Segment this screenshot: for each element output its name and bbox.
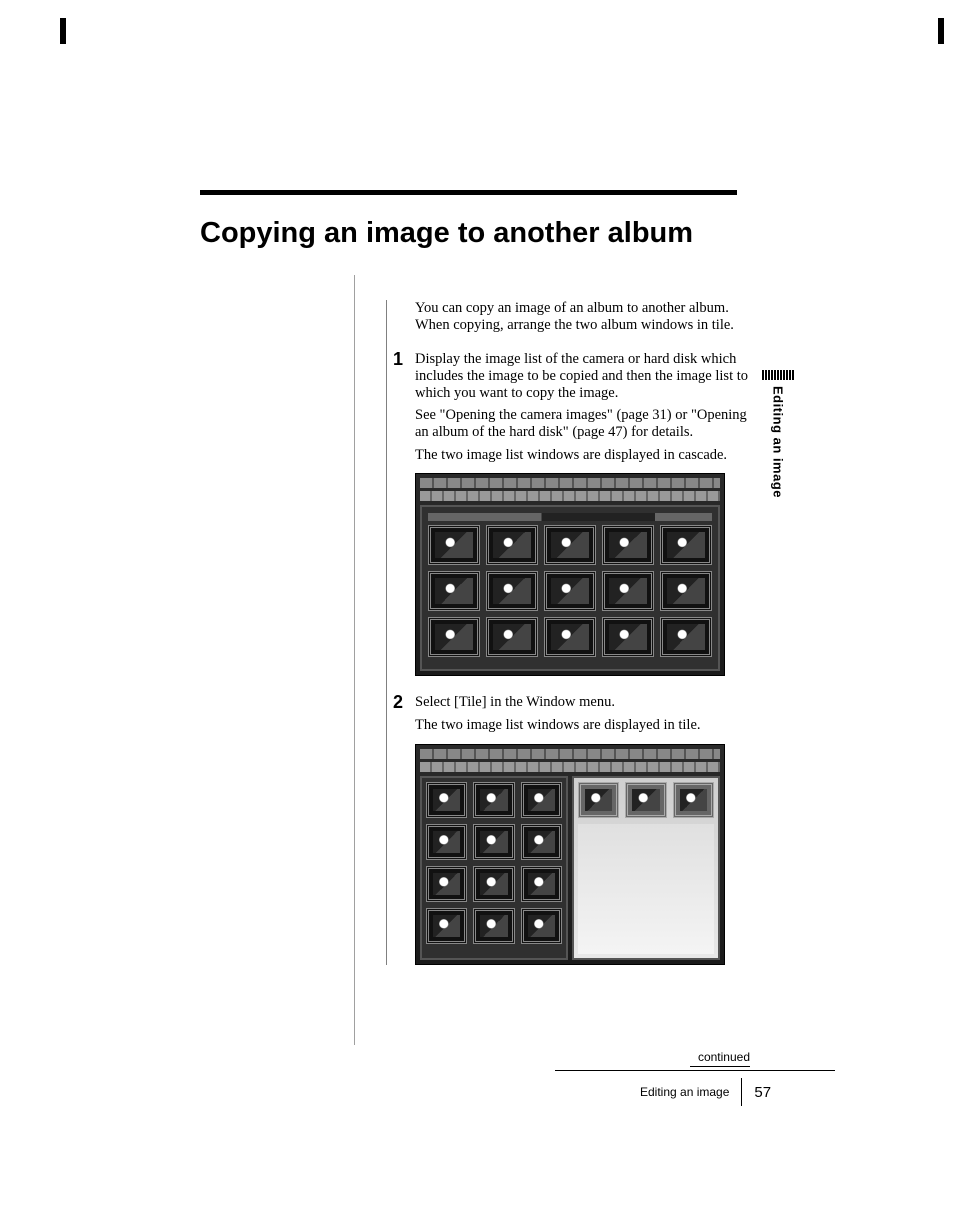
step-2: 2 Select [Tile] in the Window menu. The … bbox=[415, 694, 755, 964]
thumb-row bbox=[578, 782, 714, 818]
cascade-window bbox=[420, 505, 720, 671]
app-menubar bbox=[420, 749, 720, 759]
app-toolbar bbox=[420, 491, 720, 501]
thumb-row bbox=[426, 782, 562, 818]
image-thumbnail bbox=[426, 908, 467, 944]
empty-area bbox=[578, 824, 714, 954]
tile-left-pane bbox=[420, 776, 568, 960]
image-thumbnail bbox=[544, 525, 596, 565]
image-thumbnail bbox=[473, 824, 514, 860]
image-thumbnail bbox=[521, 782, 562, 818]
image-thumbnail bbox=[473, 866, 514, 902]
thumb-row bbox=[426, 824, 562, 860]
image-thumbnail bbox=[521, 824, 562, 860]
title-rule bbox=[200, 190, 737, 195]
page-body: Copying an image to another album You ca… bbox=[200, 190, 840, 983]
body-column: You can copy an image of an album to ano… bbox=[386, 300, 755, 965]
window-titlebar bbox=[428, 513, 712, 521]
image-thumbnail bbox=[673, 782, 714, 818]
step-number: 1 bbox=[393, 349, 403, 370]
page-title: Copying an image to another album bbox=[200, 217, 840, 250]
image-thumbnail bbox=[521, 866, 562, 902]
continued-label: continued bbox=[690, 1050, 750, 1067]
app-menubar bbox=[420, 478, 720, 488]
tile-container bbox=[420, 776, 720, 960]
image-thumbnail bbox=[486, 571, 538, 611]
step-result: The two image list windows are displayed… bbox=[415, 717, 755, 734]
scan-mark-right bbox=[938, 18, 944, 44]
page-number: 57 bbox=[754, 1084, 771, 1101]
image-thumbnail bbox=[426, 824, 467, 860]
step-1: 1 Display the image list of the camera o… bbox=[415, 351, 755, 676]
footer-separator bbox=[741, 1078, 742, 1106]
app-toolbar bbox=[420, 762, 720, 772]
image-thumbnail bbox=[521, 908, 562, 944]
step-result: The two image list windows are displayed… bbox=[415, 447, 755, 464]
footer-section: Editing an image bbox=[640, 1085, 729, 1099]
image-thumbnail bbox=[473, 908, 514, 944]
image-thumbnail bbox=[486, 617, 538, 657]
image-thumbnail bbox=[426, 782, 467, 818]
image-thumbnail bbox=[625, 782, 666, 818]
image-thumbnail bbox=[428, 617, 480, 657]
page-footer: Editing an image 57 bbox=[640, 1078, 771, 1106]
thumb-row bbox=[428, 571, 712, 611]
step-number: 2 bbox=[393, 692, 403, 713]
image-thumbnail bbox=[428, 571, 480, 611]
tile-right-pane bbox=[572, 776, 720, 960]
scan-mark-left bbox=[60, 18, 66, 44]
image-thumbnail bbox=[544, 617, 596, 657]
step-note: See "Opening the camera images" (page 31… bbox=[415, 407, 755, 440]
image-thumbnail bbox=[426, 866, 467, 902]
image-thumbnail bbox=[578, 782, 619, 818]
side-tab-label: Editing an image bbox=[771, 386, 786, 498]
image-thumbnail bbox=[660, 571, 712, 611]
footer-rule bbox=[555, 1070, 835, 1071]
image-thumbnail bbox=[428, 525, 480, 565]
column-divider bbox=[354, 275, 355, 1045]
screenshot-cascade bbox=[415, 473, 725, 676]
intro-text: You can copy an image of an album to ano… bbox=[415, 300, 755, 333]
image-thumbnail bbox=[602, 525, 654, 565]
step-instruction: Display the image list of the camera or … bbox=[415, 351, 755, 401]
image-thumbnail bbox=[544, 571, 596, 611]
image-thumbnail bbox=[473, 782, 514, 818]
side-tab: Editing an image bbox=[762, 370, 794, 498]
image-thumbnail bbox=[660, 525, 712, 565]
thumb-row bbox=[428, 525, 712, 565]
image-thumbnail bbox=[602, 571, 654, 611]
image-thumbnail bbox=[660, 617, 712, 657]
thumb-row bbox=[426, 908, 562, 944]
thumb-row bbox=[426, 866, 562, 902]
screenshot-tile bbox=[415, 744, 725, 965]
step-instruction: Select [Tile] in the Window menu. bbox=[415, 694, 755, 711]
image-thumbnail bbox=[602, 617, 654, 657]
side-tab-marker bbox=[762, 370, 794, 380]
thumb-row bbox=[428, 617, 712, 657]
image-thumbnail bbox=[486, 525, 538, 565]
